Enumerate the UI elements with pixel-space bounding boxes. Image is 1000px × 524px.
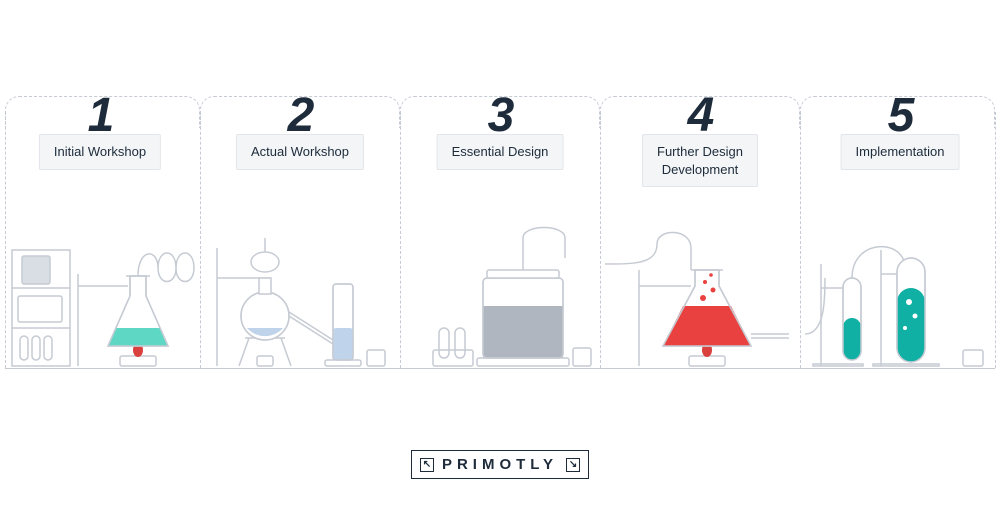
divider [5,112,6,368]
apparatus-shelf-erlenmeyer [8,178,198,368]
logo-text: PRIMOTLY [442,456,558,473]
logo-arrow-left-icon: ↖ [420,458,434,472]
infographic-stage: 1 2 3 4 5 Initial Workshop Actual Worksh… [0,0,1000,524]
step-label: Initial Workshop [39,134,161,170]
divider [995,112,996,368]
apparatus-erlenmeyer-red [605,178,795,368]
brand-logo: ↖ PRIMOTLY ↘ [0,450,1000,479]
step-label: Actual Workshop [236,134,364,170]
baseline-rule [5,368,995,369]
apparatus-testtubes-teal [805,178,995,368]
step-label: Implementation [841,134,960,170]
divider [200,112,201,368]
apparatus-roundflask-cylinder [205,178,395,368]
divider [600,112,601,368]
divider [800,112,801,368]
apparatus-large-beaker [405,178,595,368]
logo-arrow-right-icon: ↘ [566,458,580,472]
step-label: Further Design Development [642,134,758,187]
divider [400,112,401,368]
step-label: Essential Design [437,134,564,170]
